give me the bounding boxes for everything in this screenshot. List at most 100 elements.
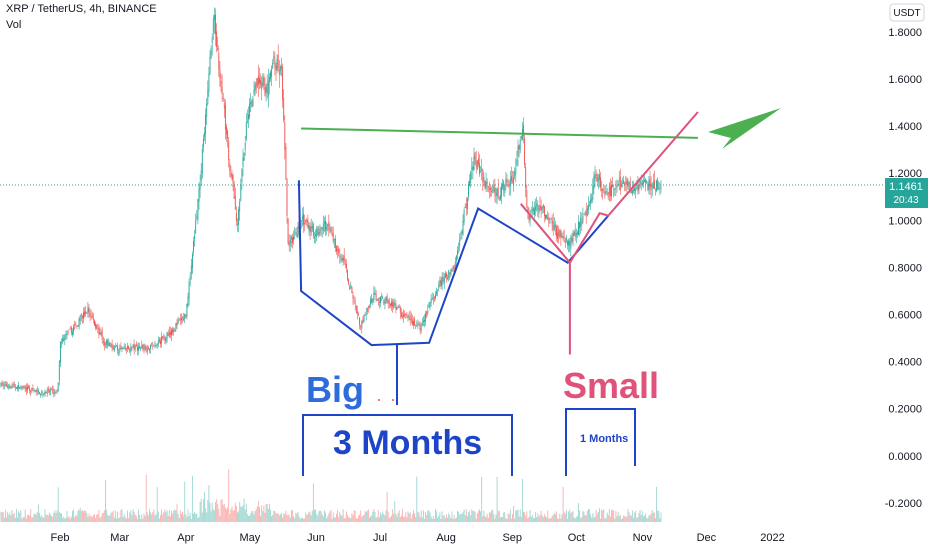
big-pattern-label: Big xyxy=(306,369,364,410)
candle-body xyxy=(314,237,315,238)
candle-body xyxy=(264,87,266,96)
candle-body xyxy=(122,348,124,349)
candle-body xyxy=(395,303,397,310)
volume-bar xyxy=(329,511,331,522)
blue-pattern-path[interactable] xyxy=(297,180,610,347)
volume-bar xyxy=(464,515,466,522)
volume-bar xyxy=(471,509,473,522)
candle-body xyxy=(190,265,192,275)
volume-bar xyxy=(42,517,44,522)
resistance-trendline[interactable] xyxy=(301,127,698,139)
currency-badge[interactable]: USDT xyxy=(889,3,925,22)
volume-bar xyxy=(86,513,88,522)
volume-bar xyxy=(106,509,108,522)
candle-body xyxy=(326,227,328,229)
small-duration-bracket[interactable] xyxy=(565,408,636,476)
candle-body xyxy=(623,180,625,184)
volume-bar xyxy=(235,505,237,522)
volume-bar xyxy=(26,514,28,522)
candle-body xyxy=(266,83,268,93)
volume-bar xyxy=(28,514,29,522)
volume-bar xyxy=(331,518,333,522)
candle-body xyxy=(251,100,253,108)
candle-body xyxy=(155,344,157,346)
volume-bar xyxy=(219,515,221,522)
volume-bar xyxy=(188,516,190,522)
candle-body xyxy=(154,343,156,345)
volume-bar xyxy=(586,510,588,522)
candle-body xyxy=(647,183,649,190)
time-tick-label: Sep xyxy=(502,532,522,544)
volume-bar xyxy=(84,510,86,522)
volume-bar xyxy=(316,513,318,522)
candle-body xyxy=(645,179,647,183)
pink-pattern-path[interactable] xyxy=(520,111,699,265)
candle-body xyxy=(76,325,78,327)
candle-body xyxy=(134,345,136,350)
candle-body xyxy=(388,301,390,304)
candle-body xyxy=(186,303,188,317)
volume-bar xyxy=(378,517,380,522)
currency-label: USDT xyxy=(893,8,920,19)
volume-bar xyxy=(262,511,264,522)
volume-bar xyxy=(633,517,634,522)
candle-body xyxy=(70,327,72,333)
candle-body xyxy=(496,189,498,196)
candle-body xyxy=(556,226,557,237)
candle-body xyxy=(103,342,105,346)
volume-bar xyxy=(513,505,515,522)
candle-body xyxy=(312,223,314,237)
candle-body xyxy=(58,361,60,381)
volume-bar xyxy=(625,517,627,522)
candle-body xyxy=(493,184,495,193)
volume-bar xyxy=(600,518,601,522)
volume-bar xyxy=(253,514,255,522)
volume-bar xyxy=(292,510,293,522)
symbol-title[interactable]: XRP / TetherUS, 4h, BINANCE xyxy=(6,3,157,15)
volume-bar xyxy=(322,516,324,522)
volume-bar xyxy=(352,515,354,522)
candle-body xyxy=(364,314,366,316)
volume-bar xyxy=(567,518,568,522)
volume-bar xyxy=(449,515,451,522)
candle-body xyxy=(54,392,56,395)
candle-body xyxy=(162,336,164,338)
big-duration-bracket[interactable] xyxy=(302,414,513,476)
candle-body xyxy=(163,337,165,338)
volume-indicator-label[interactable]: Vol xyxy=(6,19,22,31)
volume-bar xyxy=(485,517,487,522)
volume-bar xyxy=(22,517,24,522)
volume-bar xyxy=(339,511,341,522)
volume-bar xyxy=(56,510,58,522)
volume-bar xyxy=(332,512,334,522)
candle-body xyxy=(578,221,579,236)
volume-bar xyxy=(595,509,597,522)
volume-bar xyxy=(124,516,126,522)
time-axis-panel[interactable] xyxy=(0,522,932,550)
candle-body xyxy=(565,238,567,241)
volume-bar xyxy=(622,518,623,522)
volume-bar xyxy=(454,518,456,522)
candle-body xyxy=(406,315,408,317)
candle-body xyxy=(468,183,469,197)
candle-body xyxy=(243,152,245,161)
volume-bar xyxy=(402,509,403,522)
price-axis-panel[interactable] xyxy=(885,0,932,522)
volume-bar xyxy=(592,513,594,522)
candle-body xyxy=(13,384,15,387)
candle-body xyxy=(640,181,642,186)
volume-bar xyxy=(608,509,610,522)
candle-body xyxy=(604,191,606,196)
candle-body xyxy=(476,160,478,170)
volume-bar xyxy=(548,518,550,522)
candle-body xyxy=(215,14,216,35)
candle-body xyxy=(253,89,255,95)
volume-bar xyxy=(142,518,144,522)
candle-body xyxy=(263,75,265,87)
drawing-overlays[interactable] xyxy=(297,108,781,476)
candle-body xyxy=(389,303,391,307)
candle-body xyxy=(418,323,420,325)
volume-bar xyxy=(169,516,171,522)
candle-body xyxy=(483,177,485,182)
